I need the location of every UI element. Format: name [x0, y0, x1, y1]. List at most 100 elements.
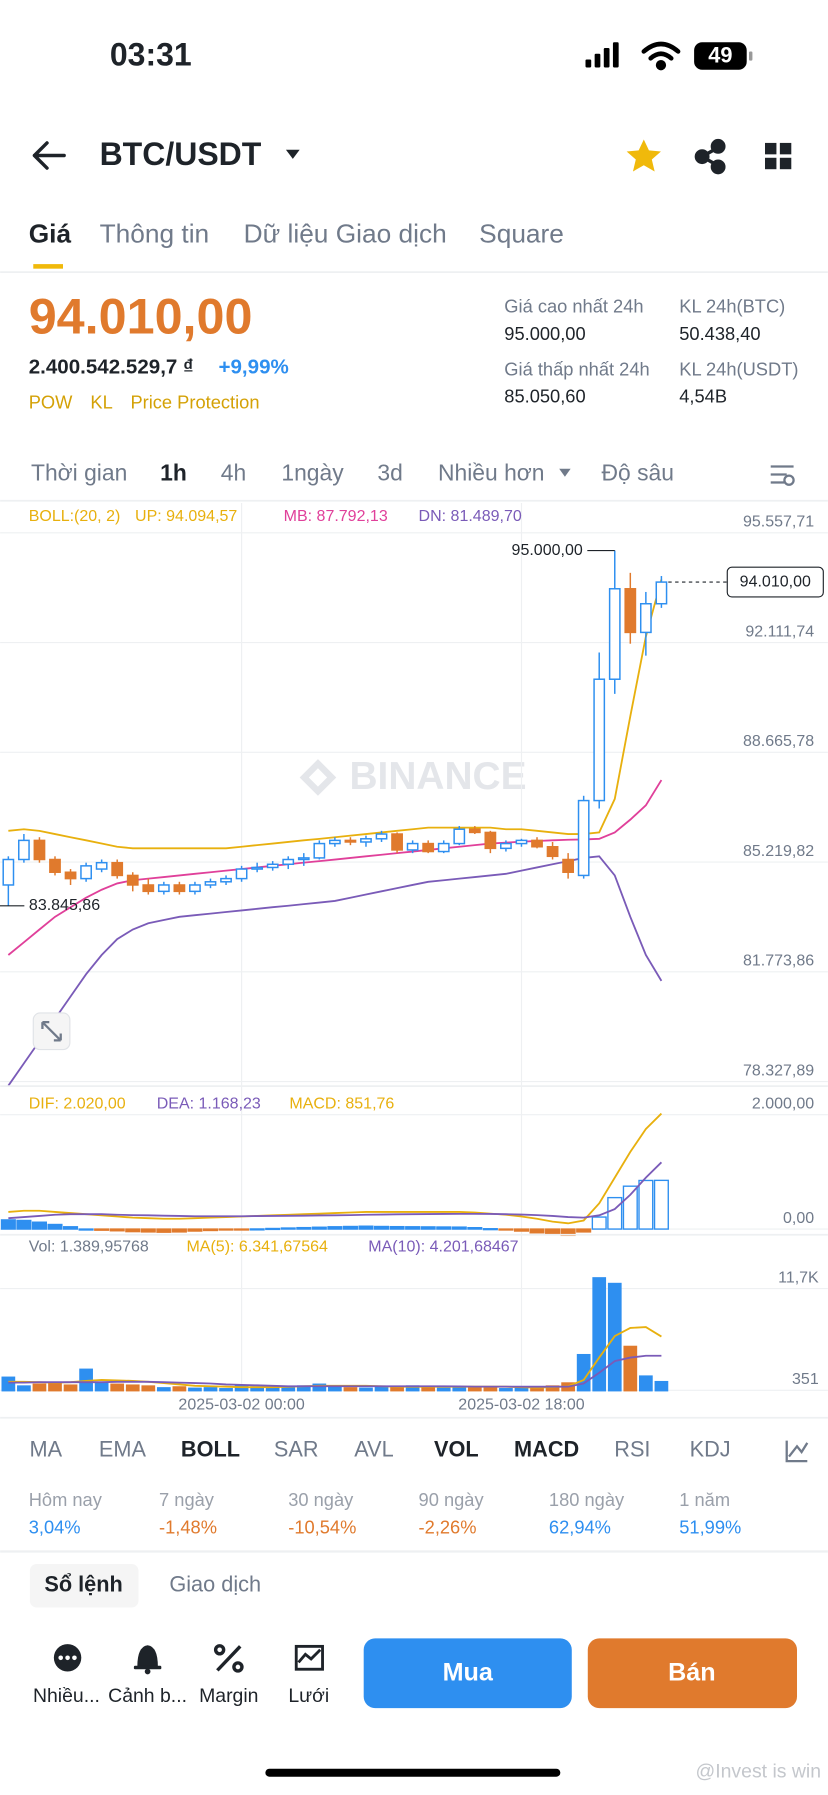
- macd-bar: [94, 1228, 110, 1231]
- home-indicator: [265, 1768, 561, 1777]
- y-tick-label: 0,00: [783, 1210, 814, 1227]
- tab[interactable]: Dữ liệu Giao dịch: [244, 218, 447, 248]
- candle-body: [593, 678, 606, 802]
- volume-bar: [219, 1388, 233, 1392]
- indicator-tab[interactable]: SAR: [274, 1437, 319, 1462]
- price-tag[interactable]: POW: [29, 391, 73, 412]
- candle-body: [80, 865, 92, 880]
- timeframe[interactable]: Thời gian: [31, 460, 127, 486]
- menu-grid-icon[interactable]: [764, 142, 792, 170]
- divider: [0, 1550, 828, 1553]
- legend-entry: MB: 87.792,13: [284, 508, 388, 525]
- perf-value: 3,04%: [29, 1516, 81, 1537]
- nav-label[interactable]: Margin: [199, 1685, 258, 1707]
- macd-bar: [171, 1228, 187, 1233]
- stat-value: 95.000,00: [504, 323, 585, 344]
- nav-label[interactable]: Cảnh b...: [108, 1685, 187, 1707]
- alert-icon[interactable]: [133, 1645, 162, 1675]
- volume-bar: [312, 1383, 327, 1392]
- tab[interactable]: Thông tin: [100, 218, 210, 248]
- bottom-nav: Nhiều... Cảnh b... Margin Lưới: [33, 1685, 329, 1707]
- indicator-line: [8, 1354, 662, 1388]
- macd-bar: [327, 1226, 343, 1230]
- indicator-tab[interactable]: EMA: [99, 1437, 147, 1462]
- pair-dropdown[interactable]: [285, 149, 300, 159]
- timeframe[interactable]: 4h: [221, 460, 246, 486]
- indicator-line: [8, 1161, 663, 1220]
- margin-icon[interactable]: [213, 1644, 244, 1673]
- indicator-tab[interactable]: VOL: [434, 1437, 479, 1462]
- macd-bar: [467, 1227, 483, 1230]
- order-tab[interactable]: Sổ lệnh: [44, 1572, 122, 1597]
- chart-settings-icon[interactable]: [770, 465, 795, 486]
- sell-label[interactable]: Bán: [668, 1658, 716, 1686]
- indicator-tab[interactable]: MACD: [514, 1437, 579, 1462]
- timeframe[interactable]: Nhiều hơn: [438, 460, 545, 486]
- nav-label[interactable]: Nhiều...: [33, 1685, 100, 1707]
- timeframe[interactable]: Độ sâu: [602, 460, 674, 486]
- candle-body: [297, 857, 310, 861]
- stat-label: KL 24h(USDT): [679, 358, 798, 379]
- indicator-tab[interactable]: AVL: [354, 1437, 393, 1462]
- macd-bar: [265, 1227, 281, 1231]
- volume-bar: [250, 1386, 264, 1392]
- legend-entry: DIF: 2.020,00: [29, 1096, 126, 1113]
- candle-body: [437, 842, 450, 853]
- more-icon[interactable]: [53, 1644, 82, 1672]
- volume-bar: [499, 1388, 513, 1392]
- sell-button[interactable]: [587, 1638, 798, 1709]
- price-tag[interactable]: Price Protection: [130, 391, 259, 412]
- y-tick-label: 92.111,74: [745, 623, 814, 640]
- battery-tip: [748, 51, 753, 61]
- perf-label: 7 ngày: [159, 1489, 215, 1510]
- candle-body: [220, 877, 232, 883]
- candle-body: [375, 833, 388, 840]
- candle-body: [500, 842, 512, 850]
- macd-bar: [607, 1196, 623, 1230]
- indicator-settings-icon[interactable]: [785, 1440, 809, 1463]
- buy-label[interactable]: Mua: [443, 1658, 494, 1686]
- tab[interactable]: Giá: [29, 218, 72, 248]
- order-tab[interactable]: Giao dịch: [169, 1572, 261, 1597]
- macd-bar: [482, 1228, 498, 1231]
- perf-label: Hôm nay: [29, 1489, 103, 1510]
- x-tick-label: 2025-03-02 00:00: [178, 1396, 304, 1413]
- timeframe[interactable]: 3d: [377, 460, 402, 486]
- macd-bar: [109, 1228, 125, 1232]
- nav-label[interactable]: Lưới: [288, 1685, 329, 1707]
- y-tick-label: 351: [792, 1371, 819, 1388]
- tab[interactable]: Square: [479, 218, 564, 248]
- share-icon[interactable]: [694, 138, 726, 175]
- indicator-tab[interactable]: RSI: [614, 1437, 650, 1462]
- volume-bar: [639, 1375, 653, 1392]
- volume-bar: [374, 1386, 389, 1392]
- legend-entry: DEA: 1.168,23: [157, 1096, 261, 1113]
- price-tag[interactable]: KL: [90, 391, 112, 412]
- pair-title[interactable]: BTC/USDT: [100, 136, 262, 172]
- indicator-tab[interactable]: BOLL: [181, 1437, 240, 1462]
- timeframe[interactable]: 1h: [160, 460, 187, 486]
- tab-underline: [33, 264, 64, 269]
- status-time: 03:31: [110, 37, 192, 73]
- candle-body: [235, 868, 248, 880]
- y-tick-label: 2.000,00: [752, 1096, 814, 1113]
- perf-label: 30 ngày: [288, 1489, 354, 1510]
- macd-bar: [622, 1185, 638, 1230]
- candle-body: [608, 588, 621, 680]
- macd-bar: [436, 1226, 452, 1230]
- favorite-star[interactable]: [626, 139, 661, 172]
- macd-bar: [498, 1228, 514, 1231]
- more-dropdown[interactable]: [559, 468, 571, 477]
- buy-button[interactable]: [363, 1638, 572, 1709]
- credit: @Invest is win: [696, 1760, 822, 1782]
- candle-body: [251, 866, 264, 870]
- grid-bot-icon[interactable]: [294, 1644, 324, 1671]
- back-button[interactable]: [32, 141, 66, 170]
- indicator-tab[interactable]: KDJ: [690, 1437, 731, 1462]
- indicator-tab[interactable]: MA: [30, 1437, 63, 1462]
- volume-bar: [623, 1345, 638, 1392]
- volume-bar: [452, 1386, 467, 1392]
- candle-body: [204, 881, 217, 886]
- timeframe[interactable]: 1ngày: [281, 460, 344, 486]
